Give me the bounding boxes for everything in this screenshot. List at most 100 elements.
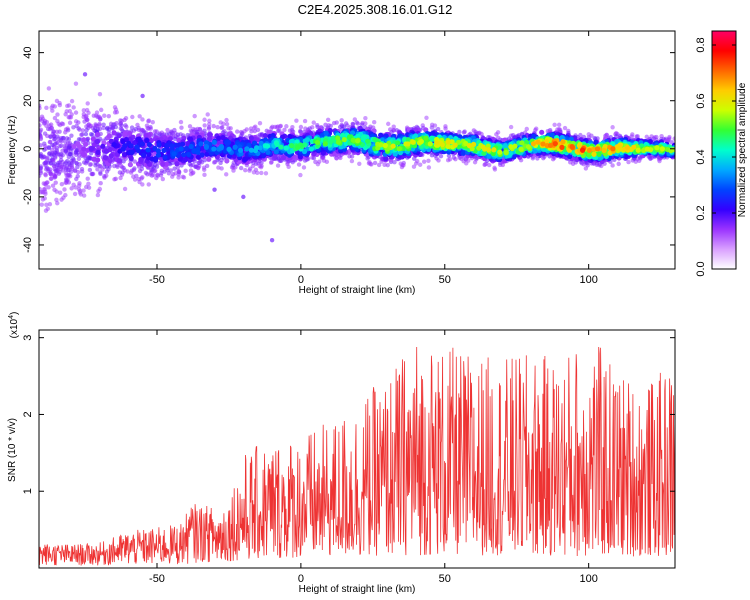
- spectrogram-point: [39, 132, 43, 138]
- spectrogram-point: [140, 152, 147, 158]
- spectrogram-point: [426, 158, 431, 164]
- spectrogram-point: [59, 181, 65, 187]
- spectrogram-point: [41, 181, 46, 186]
- spectrogram-point: [411, 164, 417, 169]
- spectrogram-point: [66, 137, 72, 142]
- spectrogram-point: [243, 156, 249, 162]
- spectrogram-point: [347, 154, 352, 159]
- spectrogram-point: [569, 143, 575, 150]
- spectrogram-point: [311, 155, 317, 161]
- spectrogram-point: [261, 153, 267, 159]
- spectrogram-point: [63, 127, 69, 132]
- spectrogram-point: [378, 142, 384, 148]
- spectrogram-point: [531, 133, 537, 139]
- spectrogram-point: [164, 142, 170, 149]
- spectrogram-point: [52, 187, 57, 192]
- spectrogram-point: [616, 143, 622, 149]
- spectrogram-point: [44, 105, 49, 110]
- spectrogram-point: [349, 130, 356, 136]
- spectrogram-point: [586, 147, 593, 154]
- spectrogram-point: [55, 200, 60, 206]
- spectrogram-point: [66, 180, 72, 185]
- spectrogram-point: [258, 164, 264, 170]
- spectrogram-point: [81, 146, 87, 152]
- spectrogram-point: [152, 129, 158, 134]
- spectrogram-point: [211, 146, 217, 152]
- colorbar-ticks: 0.0 0.2 0.4 0.6 0.8: [695, 37, 736, 277]
- colorbar-tick-label: 0.2: [695, 205, 707, 220]
- snr-multiplier-exp: 4: [8, 315, 15, 319]
- spectrogram-point: [289, 143, 295, 149]
- spectrogram-point: [67, 120, 73, 125]
- spectrogram-point: [145, 125, 150, 131]
- spectrogram-point: [139, 128, 144, 133]
- spectrogram-point: [47, 202, 53, 207]
- spectrogram-point: [53, 180, 58, 185]
- spectrogram-point: [86, 110, 91, 116]
- spectrogram-point: [452, 142, 458, 148]
- spectrogram-point: [122, 186, 128, 192]
- spectrogram-point: [266, 129, 273, 135]
- spectrogram-point: [591, 151, 597, 157]
- spectrogram-point: [405, 141, 411, 147]
- spectrogram-point: [65, 158, 70, 164]
- spectrogram-point: [55, 112, 60, 117]
- spectrogram-point: [338, 155, 343, 161]
- spectrogram-point: [274, 125, 280, 130]
- spectrogram-point: [295, 144, 301, 150]
- spectrogram-point: [116, 133, 122, 139]
- spectrogram-point: [101, 125, 106, 131]
- spectrogram-point: [41, 187, 47, 192]
- spectrogram-point: [492, 165, 497, 171]
- spectrogram-point: [188, 143, 194, 150]
- y-tick-label: 20: [22, 95, 34, 107]
- spectrogram-point: [128, 155, 134, 161]
- spectrogram-point: [165, 127, 170, 133]
- spectrogram-point: [252, 128, 257, 134]
- spectrogram-point: [218, 145, 224, 151]
- spectrogram-point: [552, 141, 558, 147]
- colorbar-tick-label: 0.6: [695, 93, 707, 108]
- spectrogram-point: [85, 176, 90, 181]
- spectrogram-outlier: [212, 187, 217, 192]
- spectrogram-point: [117, 170, 123, 175]
- spectrogram-point: [445, 143, 451, 150]
- spectrogram-point: [53, 155, 58, 160]
- spectrogram-point: [48, 176, 54, 181]
- spectrogram-point: [629, 134, 635, 139]
- spectrogram-point: [530, 141, 537, 147]
- spectrogram-point: [453, 135, 459, 142]
- spectrogram-point: [535, 139, 541, 145]
- spectrogram-point: [341, 137, 347, 143]
- spectrogram-point: [47, 123, 52, 128]
- spectrogram-point: [75, 164, 80, 170]
- spectrogram-point: [97, 163, 102, 169]
- spectrogram-point: [594, 162, 600, 167]
- spectrogram-point: [457, 129, 462, 135]
- spectrogram-point: [432, 123, 438, 128]
- spectrogram-point: [102, 174, 107, 179]
- spectrogram-point: [322, 141, 328, 147]
- spectrogram-point: [601, 147, 607, 154]
- y-tick-label: 1: [22, 488, 34, 494]
- spectrogram-point: [438, 153, 444, 159]
- y-tick-label: -20: [22, 189, 34, 205]
- spectrogram-point: [39, 169, 43, 174]
- colorbar-tick-label: 0.0: [695, 261, 707, 276]
- spectrogram-point: [61, 164, 66, 170]
- spectrogram-point: [216, 165, 221, 170]
- spectrogram-point: [48, 172, 54, 177]
- spectrogram-point: [334, 155, 339, 161]
- spectrogram-point: [105, 125, 110, 131]
- spectrogram-point: [83, 131, 89, 137]
- spectrogram-point: [74, 161, 79, 166]
- spectrogram-point: [376, 162, 382, 168]
- spectrogram-point: [155, 148, 161, 154]
- spectrogram-point: [252, 125, 257, 130]
- spectrogram-point: [169, 130, 174, 135]
- spectrogram-point: [43, 163, 48, 168]
- spectrogram-point: [372, 160, 378, 166]
- spectrogram-point: [139, 176, 144, 181]
- spectrogram-point: [392, 159, 397, 165]
- spectrogram-point: [163, 161, 170, 167]
